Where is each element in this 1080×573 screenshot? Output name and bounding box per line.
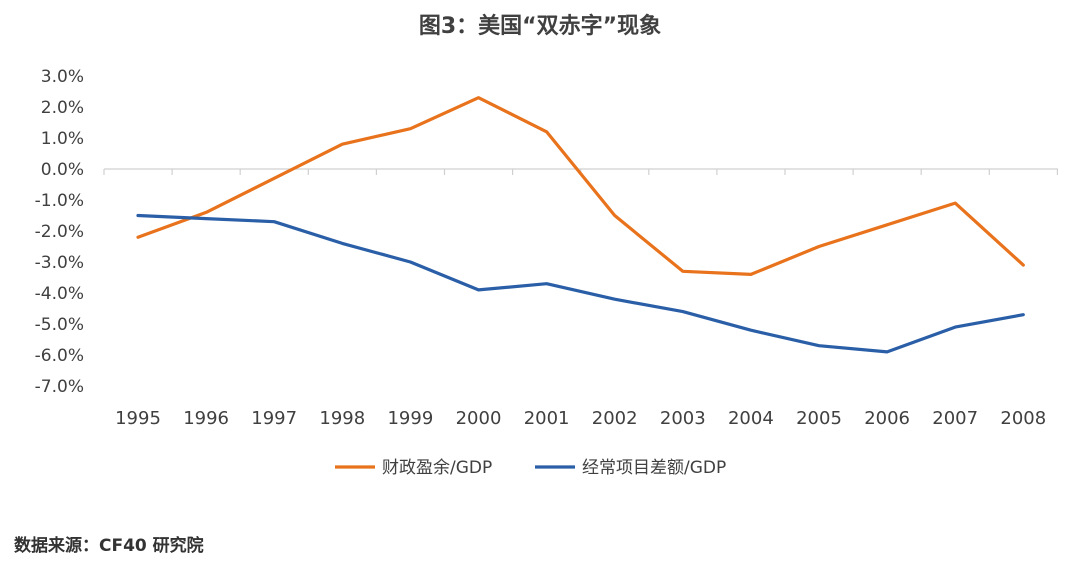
x-tick-label: 1996 [183, 408, 229, 429]
y-tick-label: 1.0% [41, 129, 84, 149]
x-tick-label: 2003 [660, 408, 706, 429]
x-axis: 1995 1996 1997 1998 1999 2000 2001 2002 2003 2004… [103, 168, 1059, 429]
data-source-note: 数据来源：CF40 研究院 [14, 536, 204, 556]
legend-label-1: 财政盈余/GDP [382, 458, 492, 478]
x-tick-label: 2007 [932, 408, 978, 429]
legend: 财政盈余/GDP 经常项目差额/GDP [335, 458, 726, 478]
x-tick-label: 1998 [319, 408, 365, 429]
y-tick-label: -4.0% [35, 284, 84, 304]
line-chart: 3.0% 2.0% 1.0% 0.0% -1.0% -2.0% -3.0% -4.0% -5.0… [35, 67, 1059, 478]
x-tick-label: 2005 [796, 408, 842, 429]
y-tick-label: 2.0% [41, 98, 84, 118]
y-tick-label: -7.0% [35, 377, 84, 397]
y-tick-label: 3.0% [41, 67, 84, 87]
series-line-1 [136, 96, 1025, 276]
y-tick-label: 0.0% [41, 160, 84, 180]
y-tick-label: -5.0% [35, 315, 84, 335]
y-axis: 3.0% 2.0% 1.0% 0.0% -1.0% -2.0% -3.0% -4.0% -5.0… [35, 67, 84, 397]
x-tick-label: 2000 [456, 408, 502, 429]
chart-title: 图3：美国“双赤字”现象 [418, 14, 662, 39]
legend-label-2: 经常项目差额/GDP [582, 458, 726, 478]
x-tick-label: 2006 [864, 408, 910, 429]
y-tick-label: -2.0% [35, 222, 84, 242]
y-tick-label: -1.0% [35, 191, 84, 211]
x-tick-label: 1999 [387, 408, 433, 429]
x-tick-label: 1995 [115, 408, 161, 429]
x-tick-label: 2008 [1000, 408, 1046, 429]
x-tick-label: 2001 [524, 408, 570, 429]
x-tick-label: 2002 [592, 408, 638, 429]
series-line-2 [136, 213, 1025, 354]
y-tick-label: -6.0% [35, 346, 84, 366]
series-lines [136, 96, 1025, 354]
x-tick-label: 1997 [251, 408, 297, 429]
y-tick-label: -3.0% [35, 253, 84, 273]
x-tick-label: 2004 [728, 408, 774, 429]
